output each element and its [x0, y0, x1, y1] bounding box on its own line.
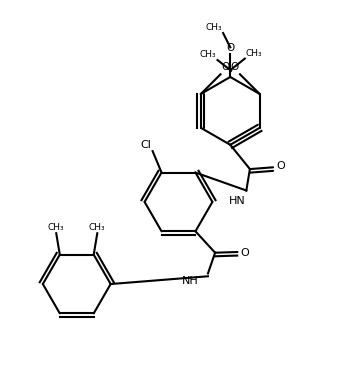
Text: CH₃: CH₃: [246, 49, 262, 58]
Text: HN: HN: [229, 196, 246, 206]
Text: CH₃: CH₃: [200, 49, 216, 59]
Text: O: O: [240, 248, 249, 258]
Text: O: O: [222, 62, 230, 72]
Text: CH₃: CH₃: [47, 223, 64, 232]
Text: O: O: [276, 161, 285, 171]
Text: Cl: Cl: [140, 141, 151, 151]
Text: CH₃: CH₃: [89, 223, 106, 232]
Text: NH: NH: [182, 276, 199, 286]
Text: O: O: [227, 43, 235, 53]
Text: O: O: [231, 62, 239, 72]
Text: CH₃: CH₃: [206, 23, 222, 32]
